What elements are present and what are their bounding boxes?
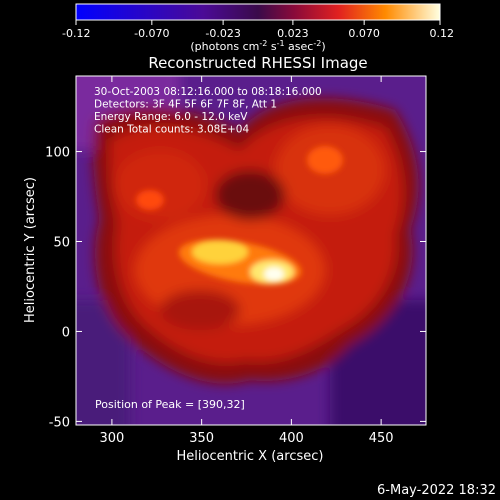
peak-position-label: Position of Peak = [390,32]: [95, 398, 245, 411]
info-line: Clean Total counts: 3.08E+04: [94, 124, 249, 136]
colorbar-tick-label: -0.023: [205, 27, 240, 40]
y-tick-label: 50: [53, 236, 70, 251]
x-tick-label: 400: [279, 431, 304, 446]
colorbar-tick-label: -0.070: [134, 27, 169, 40]
info-line: Energy Range: 6.0 - 12.0 keV: [94, 111, 248, 123]
info-line: Detectors: 3F 4F 5F 6F 7F 8F, Att 1: [94, 99, 277, 111]
colorbar-unit-label: (photons cm-2 s-1 asec-2): [190, 39, 325, 53]
y-tick-label: 0: [62, 325, 70, 340]
colorbar-tick-label: 0.023: [277, 27, 309, 40]
y-axis-label: Heliocentric Y (arcsec): [23, 177, 38, 323]
colorbar-tick-label: 0.12: [430, 27, 455, 40]
y-tick-label: -50: [49, 415, 70, 430]
x-tick-label: 300: [99, 431, 124, 446]
heatmap-image: [76, 76, 426, 425]
x-axis-ticks: 300 350 400 450: [99, 76, 394, 446]
x-axis-label: Heliocentric X (arcsec): [177, 449, 324, 464]
y-axis-ticks: -50 0 50 100: [45, 146, 426, 430]
y-tick-label: 100: [45, 146, 70, 161]
x-tick-label: 350: [189, 431, 214, 446]
info-line: 30-Oct-2003 08:12:16.000 to 08:18:16.000: [94, 86, 322, 98]
x-tick-label: 450: [369, 431, 394, 446]
footer-timestamp: 6-May-2022 18:32: [377, 483, 496, 498]
colorbar-tick-label: -0.12: [62, 27, 90, 40]
info-text-block: 30-Oct-2003 08:12:16.000 to 08:18:16.000…: [94, 86, 322, 136]
colorbar: [75, 3, 441, 21]
colorbar-ticks: -0.12 -0.070 -0.023 0.023 0.070 0.12: [62, 20, 454, 40]
plot-frame: [75, 75, 427, 426]
colorbar-tick-label: 0.070: [348, 27, 380, 40]
chart-title: Reconstructed RHESSI Image: [148, 54, 367, 72]
